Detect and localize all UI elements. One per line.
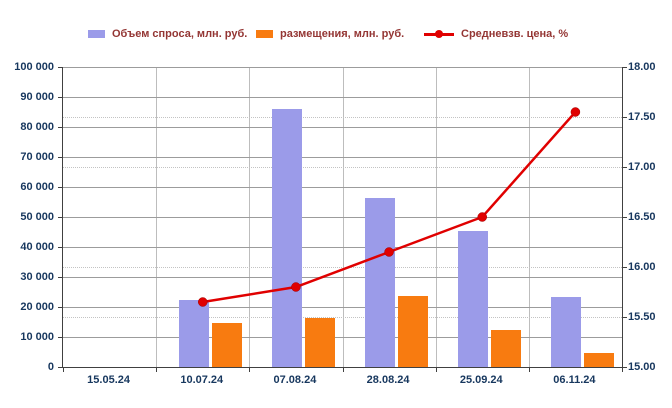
left-axis-label: 80 000	[20, 121, 54, 133]
left-axis-tick	[58, 187, 62, 188]
major-gridline	[63, 67, 622, 68]
right-axis-tick	[623, 267, 627, 268]
left-axis-tick	[58, 127, 62, 128]
left-axis-tick	[58, 157, 62, 158]
left-axis-label: 0	[47, 361, 54, 373]
price-point	[198, 297, 208, 307]
demand-swatch-icon	[88, 30, 105, 38]
left-axis-label: 10 000	[20, 331, 54, 343]
legend-label-price: Средневзв. цена, %	[461, 28, 569, 40]
left-axis-tick	[58, 307, 62, 308]
price-point	[291, 282, 301, 292]
left-axis-label: 20 000	[20, 301, 54, 313]
legend-item-placement: размещения, млн. руб.	[256, 27, 404, 41]
left-axis-label: 40 000	[20, 241, 54, 253]
left-axis-tick	[58, 367, 62, 368]
price-line-swatch-icon	[424, 30, 454, 38]
placement-bar	[304, 317, 335, 367]
demand-bar	[365, 197, 396, 367]
demand-bar	[271, 109, 302, 367]
demand-bar	[178, 299, 209, 367]
major-gridline	[63, 277, 622, 278]
major-gridline	[63, 127, 622, 128]
right-axis-label: 15.50	[628, 311, 656, 323]
x-axis-label: 15.05.24	[87, 374, 130, 386]
x-axis-label: 28.08.24	[366, 374, 410, 386]
demand-bar	[551, 296, 582, 367]
left-axis-label: 100 000	[14, 61, 54, 73]
x-axis-tick	[622, 367, 623, 372]
left-axis-label: 60 000	[20, 181, 54, 193]
minor-gridline	[63, 167, 622, 168]
major-gridline	[63, 337, 622, 338]
placement-swatch-icon	[256, 30, 273, 38]
legend-label-placement: размещения, млн. руб.	[280, 28, 405, 40]
major-gridline	[63, 97, 622, 98]
right-axis-tick	[623, 67, 627, 68]
major-gridline	[63, 307, 622, 308]
minor-gridline	[63, 317, 622, 318]
left-axis-label: 30 000	[20, 271, 54, 283]
major-gridline	[63, 217, 622, 218]
price-line	[198, 107, 581, 307]
right-axis-tick	[623, 367, 627, 368]
legend-item-price: Средневзв. цена, %	[424, 27, 568, 41]
left-axis-label: 70 000	[20, 151, 54, 163]
right-axis-tick	[623, 317, 627, 318]
x-axis-tick	[435, 367, 437, 372]
left-axis-tick	[58, 337, 62, 338]
left-axis-label: 90 000	[20, 91, 54, 103]
major-gridline	[63, 157, 622, 158]
placement-bar	[584, 352, 615, 367]
left-axis-tick	[58, 277, 62, 278]
price-point	[477, 212, 487, 222]
right-axis-label: 18.00	[628, 61, 656, 73]
x-axis-tick	[342, 367, 344, 372]
price-point	[570, 107, 581, 117]
x-axis-tick	[249, 367, 251, 372]
placement-bar	[491, 330, 522, 367]
x-axis-tick	[63, 367, 64, 372]
left-axis-tick	[58, 247, 62, 248]
placement-bar	[398, 295, 429, 367]
demand-bar	[458, 230, 489, 367]
right-axis-label: 17.50	[628, 111, 656, 123]
x-axis-label: 06.11.24	[553, 374, 596, 386]
right-axis-label: 16.00	[628, 261, 656, 273]
minor-gridline	[63, 267, 622, 268]
left-axis-label: 50 000	[20, 211, 54, 223]
right-axis-tick	[623, 167, 627, 168]
price-point	[384, 247, 394, 257]
left-axis-tick	[58, 97, 62, 98]
x-axis-label: 25.09.24	[459, 374, 503, 386]
x-axis-tick	[528, 367, 530, 372]
right-axis-label: 15.00	[628, 361, 656, 373]
right-axis-label: 17.00	[628, 161, 656, 173]
x-axis-label: 07.08.24	[273, 374, 317, 386]
x-axis-label: 10.07.24	[180, 374, 224, 386]
right-axis-tick	[623, 117, 627, 118]
major-gridline	[63, 187, 622, 188]
x-axis-tick	[156, 367, 158, 372]
right-axis-tick	[623, 217, 627, 218]
legend-item-demand: Объем спроса, млн. руб.	[88, 27, 247, 41]
right-axis-label: 16.50	[628, 211, 656, 223]
major-gridline	[63, 247, 622, 248]
left-axis-tick	[58, 67, 62, 68]
placement-bar	[211, 322, 242, 367]
plot-area	[58, 67, 627, 372]
legend-label-demand: Объем спроса, млн. руб.	[112, 28, 248, 40]
left-axis-tick	[58, 217, 62, 218]
minor-gridline	[63, 117, 622, 118]
